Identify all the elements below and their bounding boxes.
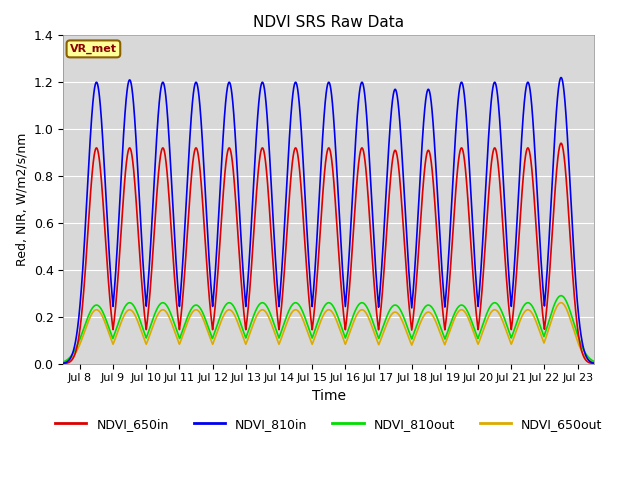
Legend: NDVI_650in, NDVI_810in, NDVI_810out, NDVI_650out: NDVI_650in, NDVI_810in, NDVI_810out, NDV… bbox=[50, 413, 607, 436]
Text: VR_met: VR_met bbox=[70, 44, 117, 54]
Title: NDVI SRS Raw Data: NDVI SRS Raw Data bbox=[253, 15, 404, 30]
Y-axis label: Red, NIR, W/m2/s/nm: Red, NIR, W/m2/s/nm bbox=[15, 133, 28, 266]
X-axis label: Time: Time bbox=[312, 389, 346, 403]
